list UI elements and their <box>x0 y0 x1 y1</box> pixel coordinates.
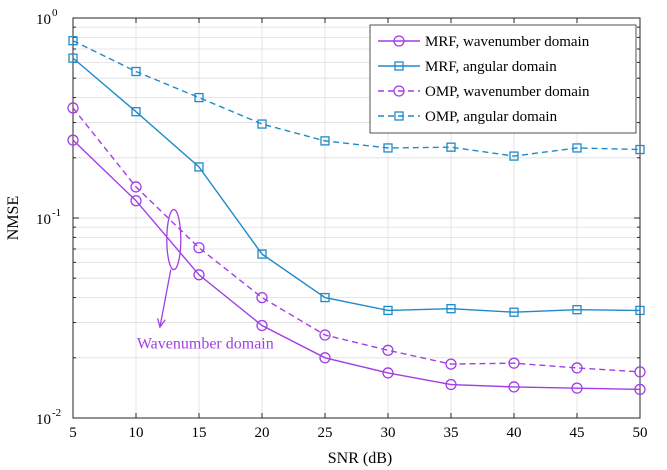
legend-entry-1: MRF, wavenumber domain <box>378 34 590 50</box>
series-line <box>72 107 641 373</box>
series-line <box>72 139 641 391</box>
x-tick-label: 20 <box>255 425 270 441</box>
data-point <box>634 366 646 378</box>
legend-label: MRF, wavenumber domain <box>425 34 590 50</box>
series-line <box>72 40 641 157</box>
data-point <box>446 142 456 152</box>
series-3 <box>67 102 646 378</box>
data-point <box>130 195 142 207</box>
legend-box <box>369 24 637 134</box>
data-point <box>446 304 456 314</box>
annotation-group: Wavenumber domain <box>137 208 274 353</box>
legend-entry-2: MRF, angular domain <box>378 59 557 75</box>
series-group <box>67 36 646 396</box>
data-point <box>194 162 204 172</box>
data-point <box>634 383 646 396</box>
legend-entry-4: OMP, angular domain <box>378 109 558 125</box>
legend-swatch-marker <box>394 111 404 121</box>
data-point <box>509 307 519 317</box>
x-tick-label: 35 <box>444 425 459 441</box>
data-point <box>509 151 519 161</box>
legend-label: MRF, angular domain <box>425 59 557 75</box>
data-point <box>572 143 582 153</box>
data-point <box>445 378 457 391</box>
data-point <box>508 381 520 393</box>
x-axis-label: SNR (dB) <box>328 450 392 467</box>
y-tick-exponent: -1 <box>52 207 61 219</box>
legend-swatch-marker <box>394 61 404 71</box>
data-point <box>635 305 645 316</box>
x-tick-label: 40 <box>507 425 522 441</box>
series-line <box>72 57 641 313</box>
legend: MRF, wavenumber domain MRF, angular domai… <box>369 24 637 134</box>
y-tick-exponent: -2 <box>52 407 61 419</box>
series-4 <box>68 36 645 161</box>
data-point <box>68 53 78 63</box>
data-point <box>130 181 142 193</box>
data-point <box>571 362 583 374</box>
x-tick-label: 50 <box>633 425 648 441</box>
legend-swatch-marker <box>393 35 405 47</box>
legend-label: OMP, wavenumber domain <box>425 84 590 100</box>
data-point <box>194 92 204 103</box>
y-tick-label: 10 <box>36 12 51 28</box>
annotation-label: Wavenumber domain <box>137 336 274 353</box>
x-tick-label: 10 <box>129 425 144 441</box>
y-axis-label: NMSE <box>5 196 22 240</box>
x-tick-label: 25 <box>318 425 333 441</box>
data-point <box>193 242 205 254</box>
data-point <box>382 367 394 379</box>
data-point <box>635 144 645 155</box>
annotation-arrow-shaft <box>159 269 172 328</box>
data-point <box>382 344 394 356</box>
data-point <box>68 36 78 46</box>
data-point <box>319 352 331 364</box>
y-tick-label: 10 <box>36 412 51 428</box>
data-point <box>131 107 141 117</box>
data-point <box>256 291 268 304</box>
legend-entry-3: OMP, wavenumber domain <box>378 84 590 100</box>
data-point <box>383 305 393 316</box>
data-point <box>193 269 205 281</box>
data-point <box>257 249 267 259</box>
annotation-ellipse <box>166 208 182 271</box>
data-point <box>256 319 268 332</box>
data-point <box>383 143 393 153</box>
series-1 <box>67 134 646 396</box>
data-point <box>319 329 331 341</box>
x-tick-label: 30 <box>381 425 396 441</box>
data-point <box>320 292 330 303</box>
x-tick-label: 15 <box>192 425 207 441</box>
data-point <box>67 102 79 114</box>
data-point <box>131 66 141 77</box>
x-tick-label: 5 <box>69 425 77 441</box>
data-point <box>445 358 457 370</box>
legend-swatch-marker <box>393 85 405 97</box>
data-point <box>508 357 520 369</box>
data-point <box>320 136 330 146</box>
data-point <box>67 134 79 146</box>
y-tick-label: 10 <box>36 212 51 228</box>
y-tick-exponent: 0 <box>52 7 58 19</box>
data-point <box>571 382 583 394</box>
legend-label: OMP, angular domain <box>425 109 558 125</box>
series-2 <box>68 53 645 317</box>
data-point <box>257 119 267 129</box>
annotation-arrow-head <box>156 318 166 329</box>
x-tick-label: 45 <box>570 425 585 441</box>
data-point <box>572 305 582 315</box>
